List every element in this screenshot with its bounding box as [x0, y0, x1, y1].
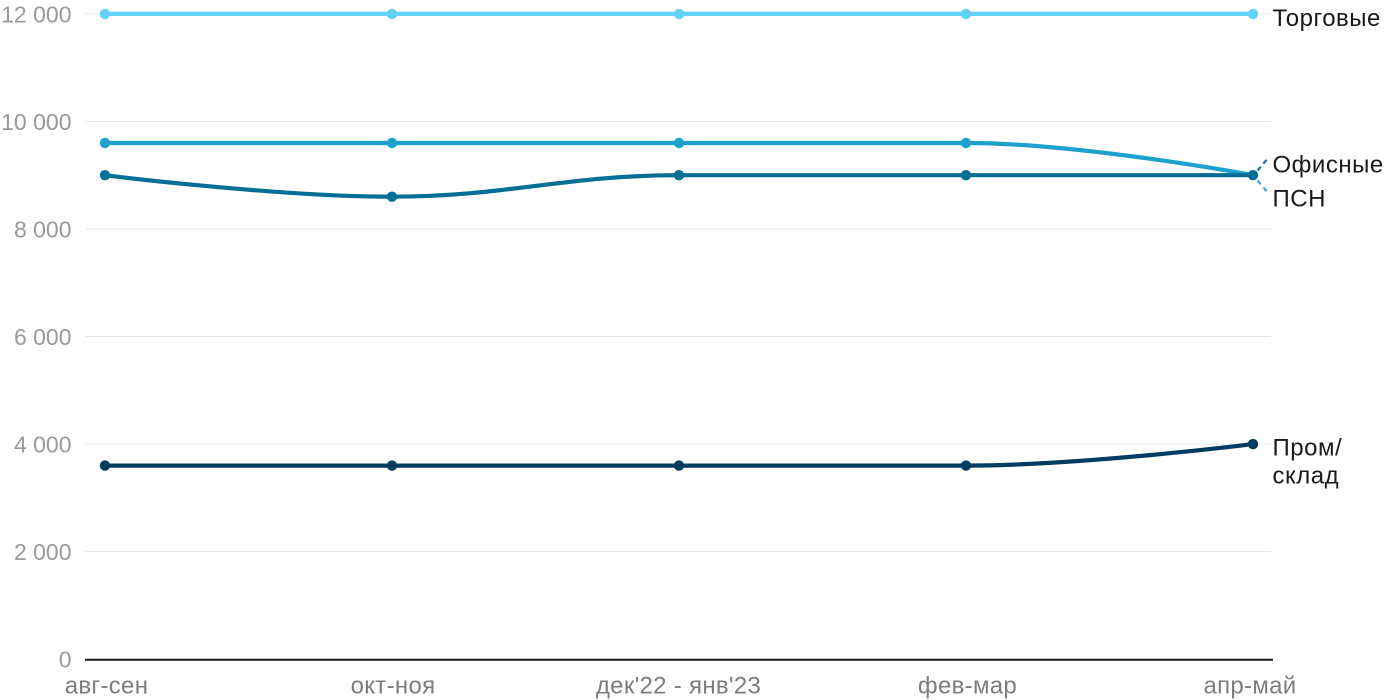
- svg-text:апр-май: апр-май: [1203, 673, 1296, 700]
- svg-text:авг-сен: авг-сен: [65, 673, 149, 700]
- svg-text:8 000: 8 000: [14, 216, 72, 242]
- svg-text:Офисные: Офисные: [1273, 152, 1384, 179]
- svg-text:Торговые: Торговые: [1273, 5, 1381, 32]
- svg-text:окт-ноя: окт-ноя: [351, 673, 436, 700]
- svg-text:Пром/: Пром/: [1273, 435, 1343, 462]
- svg-text:12 000: 12 000: [1, 1, 71, 27]
- svg-text:6 000: 6 000: [14, 324, 72, 350]
- svg-text:2 000: 2 000: [14, 539, 72, 565]
- svg-text:10 000: 10 000: [1, 109, 71, 135]
- svg-text:4 000: 4 000: [14, 432, 72, 458]
- svg-text:0: 0: [59, 647, 72, 673]
- svg-text:дек'22 - янв'23: дек'22 - янв'23: [596, 673, 761, 700]
- svg-text:ПСН: ПСН: [1273, 185, 1326, 212]
- svg-text:фев-мар: фев-мар: [918, 673, 1017, 700]
- svg-text:склад: склад: [1273, 463, 1340, 490]
